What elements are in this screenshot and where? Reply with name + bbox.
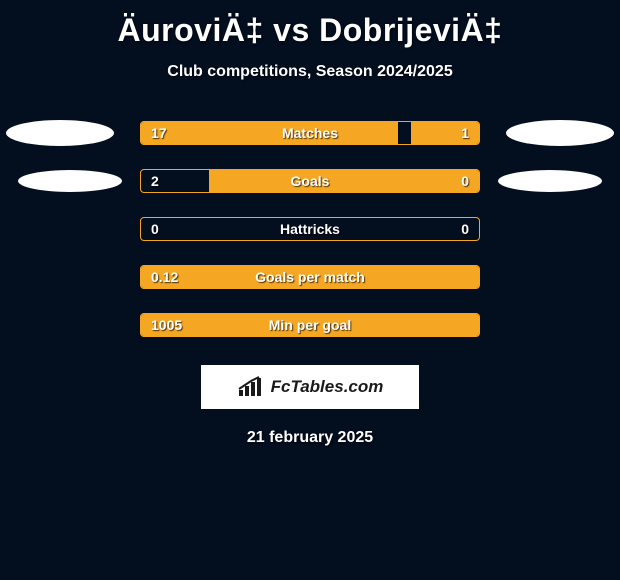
logo-text: FcTables.com — [271, 377, 384, 397]
stat-row: 0.12Goals per match — [0, 265, 620, 289]
chart-icon — [237, 376, 265, 398]
player-ellipse-left — [6, 120, 114, 146]
stat-row: 0Hattricks0 — [0, 217, 620, 241]
player-ellipse-right — [498, 170, 602, 192]
stat-value-right: 0 — [451, 173, 479, 189]
stat-bar: 1005Min per goal — [140, 313, 480, 337]
stat-label: Min per goal — [141, 317, 479, 333]
logo-box: FcTables.com — [201, 365, 419, 409]
stats-rows: 17Matches12Goals00Hattricks00.12Goals pe… — [0, 121, 620, 337]
stat-label: Hattricks — [141, 221, 479, 237]
player-ellipse-left — [18, 170, 122, 192]
stat-bar: 2Goals0 — [140, 169, 480, 193]
stat-bar: 17Matches1 — [140, 121, 480, 145]
page-title: ÄuroviÄ‡ vs DobrijeviÄ‡ — [0, 0, 620, 49]
stat-bar: 0Hattricks0 — [140, 217, 480, 241]
stat-label: Goals per match — [141, 269, 479, 285]
stat-row: 2Goals0 — [0, 169, 620, 193]
stat-value-right: 0 — [451, 221, 479, 237]
player-ellipse-right — [506, 120, 614, 146]
stat-value-right: 1 — [451, 125, 479, 141]
stat-label: Goals — [141, 173, 479, 189]
stat-row: 1005Min per goal — [0, 313, 620, 337]
stat-bar: 0.12Goals per match — [140, 265, 480, 289]
page-subtitle: Club competitions, Season 2024/2025 — [0, 63, 620, 81]
stat-row: 17Matches1 — [0, 121, 620, 145]
date-label: 21 february 2025 — [0, 429, 620, 447]
stat-label: Matches — [141, 125, 479, 141]
